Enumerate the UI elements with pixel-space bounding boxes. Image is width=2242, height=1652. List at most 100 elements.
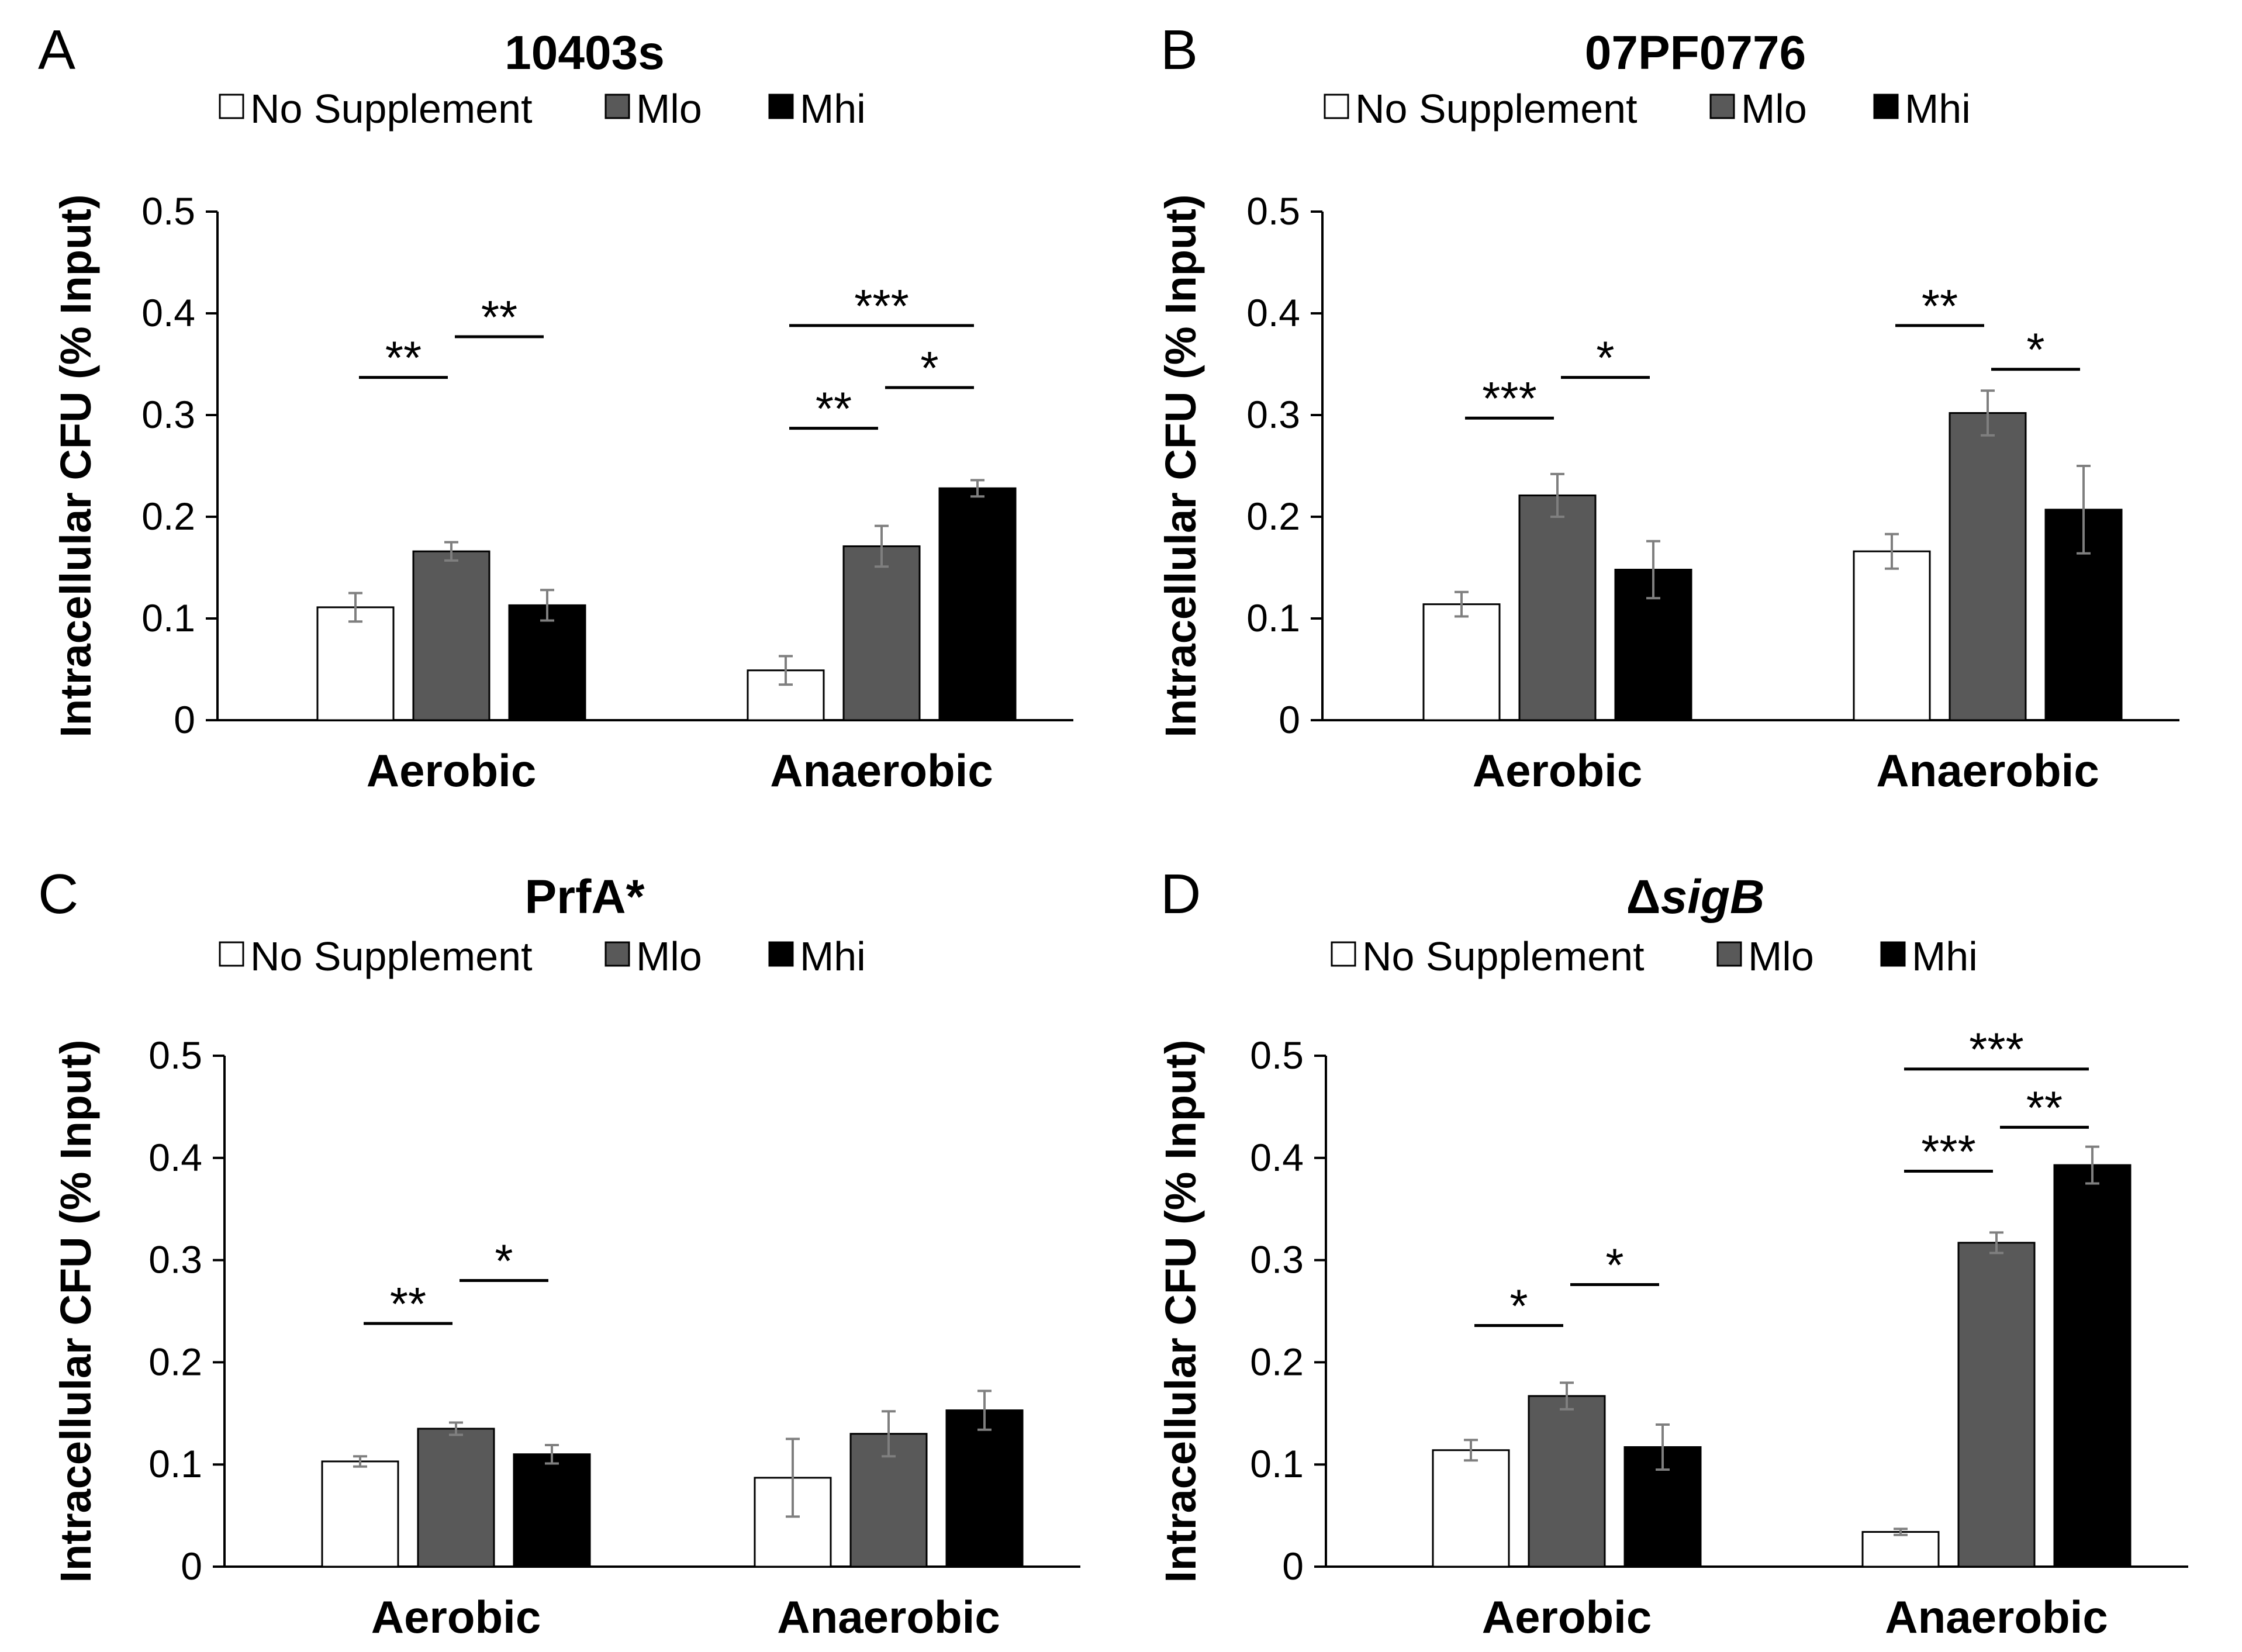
- significance-label: **: [2026, 1081, 2063, 1133]
- significance-label: **: [385, 332, 422, 384]
- y-axis-title: Intracellular CFU (% Input): [1156, 1039, 1205, 1582]
- legend-swatch: [1709, 94, 1735, 119]
- panel-letter: A: [38, 19, 75, 81]
- error-bar: [1885, 533, 1899, 570]
- y-tick-label: 0.1: [141, 596, 195, 640]
- legend-swatch: [1716, 941, 1742, 967]
- error-bar: [1646, 540, 1660, 600]
- y-tick-label: 0.5: [141, 189, 195, 233]
- significance-label: **: [481, 291, 517, 343]
- significance-label: *: [1596, 332, 1614, 384]
- chart-title: PrfA*: [524, 870, 644, 924]
- significance-label: **: [1922, 280, 1958, 332]
- bar-no-supplement-aerobic: [1432, 1449, 1510, 1568]
- error-bar: [970, 479, 984, 498]
- y-tick-label: 0.2: [141, 495, 195, 538]
- bar-no-supplement-aerobic: [321, 1460, 399, 1568]
- bar-mhi-anaerobic: [938, 487, 1017, 721]
- y-tick-label: 0: [1279, 698, 1300, 741]
- error-bar: [1560, 1381, 1574, 1411]
- bar-mhi-anaerobic: [945, 1409, 1024, 1568]
- bar-no-supplement-anaerobic: [1853, 550, 1931, 721]
- significance-label: ***: [1969, 1024, 2023, 1076]
- legend-swatch: [1324, 94, 1349, 119]
- error-bar: [444, 541, 458, 562]
- legend-swatch: [219, 941, 244, 967]
- y-tick-label: 0.5: [148, 1034, 202, 1077]
- panel-d: D ΔsigB No Supplement Mlo Mhi Intracellular C…: [1156, 863, 2188, 1643]
- panel-letter: B: [1160, 19, 1198, 81]
- legend-label: Mhi: [800, 86, 866, 132]
- legend-label: Mlo: [1741, 86, 1807, 132]
- significance-marker: *: [1561, 332, 1650, 384]
- significance-marker: **: [1895, 280, 1984, 332]
- error-bar: [449, 1421, 463, 1436]
- y-axis-title: Intracellular CFU (% Input): [51, 1039, 100, 1582]
- legend-label: No Supplement: [250, 86, 533, 132]
- error-bar: [2085, 1145, 2099, 1185]
- significance-marker: ***: [1904, 1126, 1993, 1178]
- error-bar: [786, 1437, 800, 1518]
- bar-mlo-anaerobic: [842, 545, 921, 721]
- legend-swatch: [604, 94, 630, 119]
- y-tick-label: 0.4: [1246, 291, 1300, 334]
- bar-mlo-anaerobic: [1957, 1242, 2036, 1568]
- legend-swatch: [1331, 941, 1356, 967]
- legend-swatch: [1873, 94, 1899, 119]
- significance-marker: *: [1991, 324, 2080, 376]
- significance-marker: *: [1570, 1239, 1659, 1291]
- bar-mhi-aerobic: [513, 1453, 591, 1568]
- legend: No Supplement Mlo Mhi: [1324, 86, 1971, 132]
- y-tick-label: 0.2: [1246, 495, 1300, 538]
- bar-mhi-aerobic: [508, 604, 586, 721]
- x-category-label: Aerobic: [371, 1591, 541, 1643]
- y-tick-label: 0.3: [1250, 1238, 1304, 1281]
- legend-label: Mhi: [800, 934, 866, 979]
- x-category-label: Anaerobic: [777, 1591, 1000, 1643]
- legend-label: Mlo: [636, 934, 702, 979]
- error-bar: [977, 1390, 992, 1431]
- significance-label: **: [816, 383, 852, 435]
- y-tick-label: 0.4: [141, 291, 195, 334]
- x-category-label: Anaerobic: [1876, 745, 2099, 796]
- panel-b: B 07PF0776 No Supplement Mlo Mhi Intracellula…: [1156, 19, 2179, 796]
- legend: No Supplement Mlo Mhi: [219, 86, 866, 132]
- chart-title-prefix: Δ: [1626, 870, 1661, 924]
- x-category-label: Aerobic: [1482, 1591, 1652, 1643]
- significance-label: ***: [1921, 1126, 1975, 1178]
- y-axis-title: Intracellular CFU (% Input): [51, 194, 100, 737]
- y-tick-label: 0.3: [1246, 393, 1300, 436]
- y-tick-label: 0.5: [1246, 189, 1300, 233]
- panel-a: A 10403s No Supplement Mlo Mhi Intracellular …: [38, 19, 1073, 796]
- error-bar: [545, 1443, 559, 1465]
- chart-title-italic: sigB: [1661, 870, 1765, 924]
- x-category-label: Anaerobic: [1885, 1591, 2108, 1643]
- significance-label: *: [1605, 1239, 1623, 1291]
- significance-label: ***: [1482, 372, 1536, 424]
- chart-title: 10403s: [505, 26, 665, 80]
- legend: No Supplement Mlo Mhi: [219, 934, 866, 979]
- bar-no-supplement-anaerobic: [1861, 1531, 1940, 1568]
- y-tick-label: 0.4: [148, 1136, 202, 1179]
- error-bar: [779, 655, 793, 686]
- y-tick-label: 0.1: [148, 1442, 202, 1485]
- error-bar: [1894, 1527, 1908, 1536]
- legend: No Supplement Mlo Mhi: [1331, 934, 1978, 979]
- error-bar: [540, 589, 554, 622]
- y-tick-label: 0.1: [1246, 596, 1300, 640]
- significance-label: **: [390, 1278, 426, 1330]
- error-bar: [1455, 590, 1469, 618]
- significance-label: *: [2026, 324, 2044, 376]
- y-tick-label: 0: [181, 1544, 202, 1588]
- y-tick-label: 0.3: [148, 1238, 202, 1281]
- legend-label: Mhi: [1905, 86, 1971, 132]
- error-bar: [875, 524, 889, 568]
- y-tick-label: 0: [1282, 1544, 1304, 1588]
- legend-label: No Supplement: [1362, 934, 1645, 979]
- error-bar: [1989, 1231, 2003, 1254]
- chart-title: 07PF0776: [1585, 26, 1806, 80]
- bar-no-supplement-aerobic: [1422, 603, 1501, 721]
- bar-mlo-aerobic: [417, 1428, 495, 1568]
- bar-no-supplement-aerobic: [316, 606, 395, 721]
